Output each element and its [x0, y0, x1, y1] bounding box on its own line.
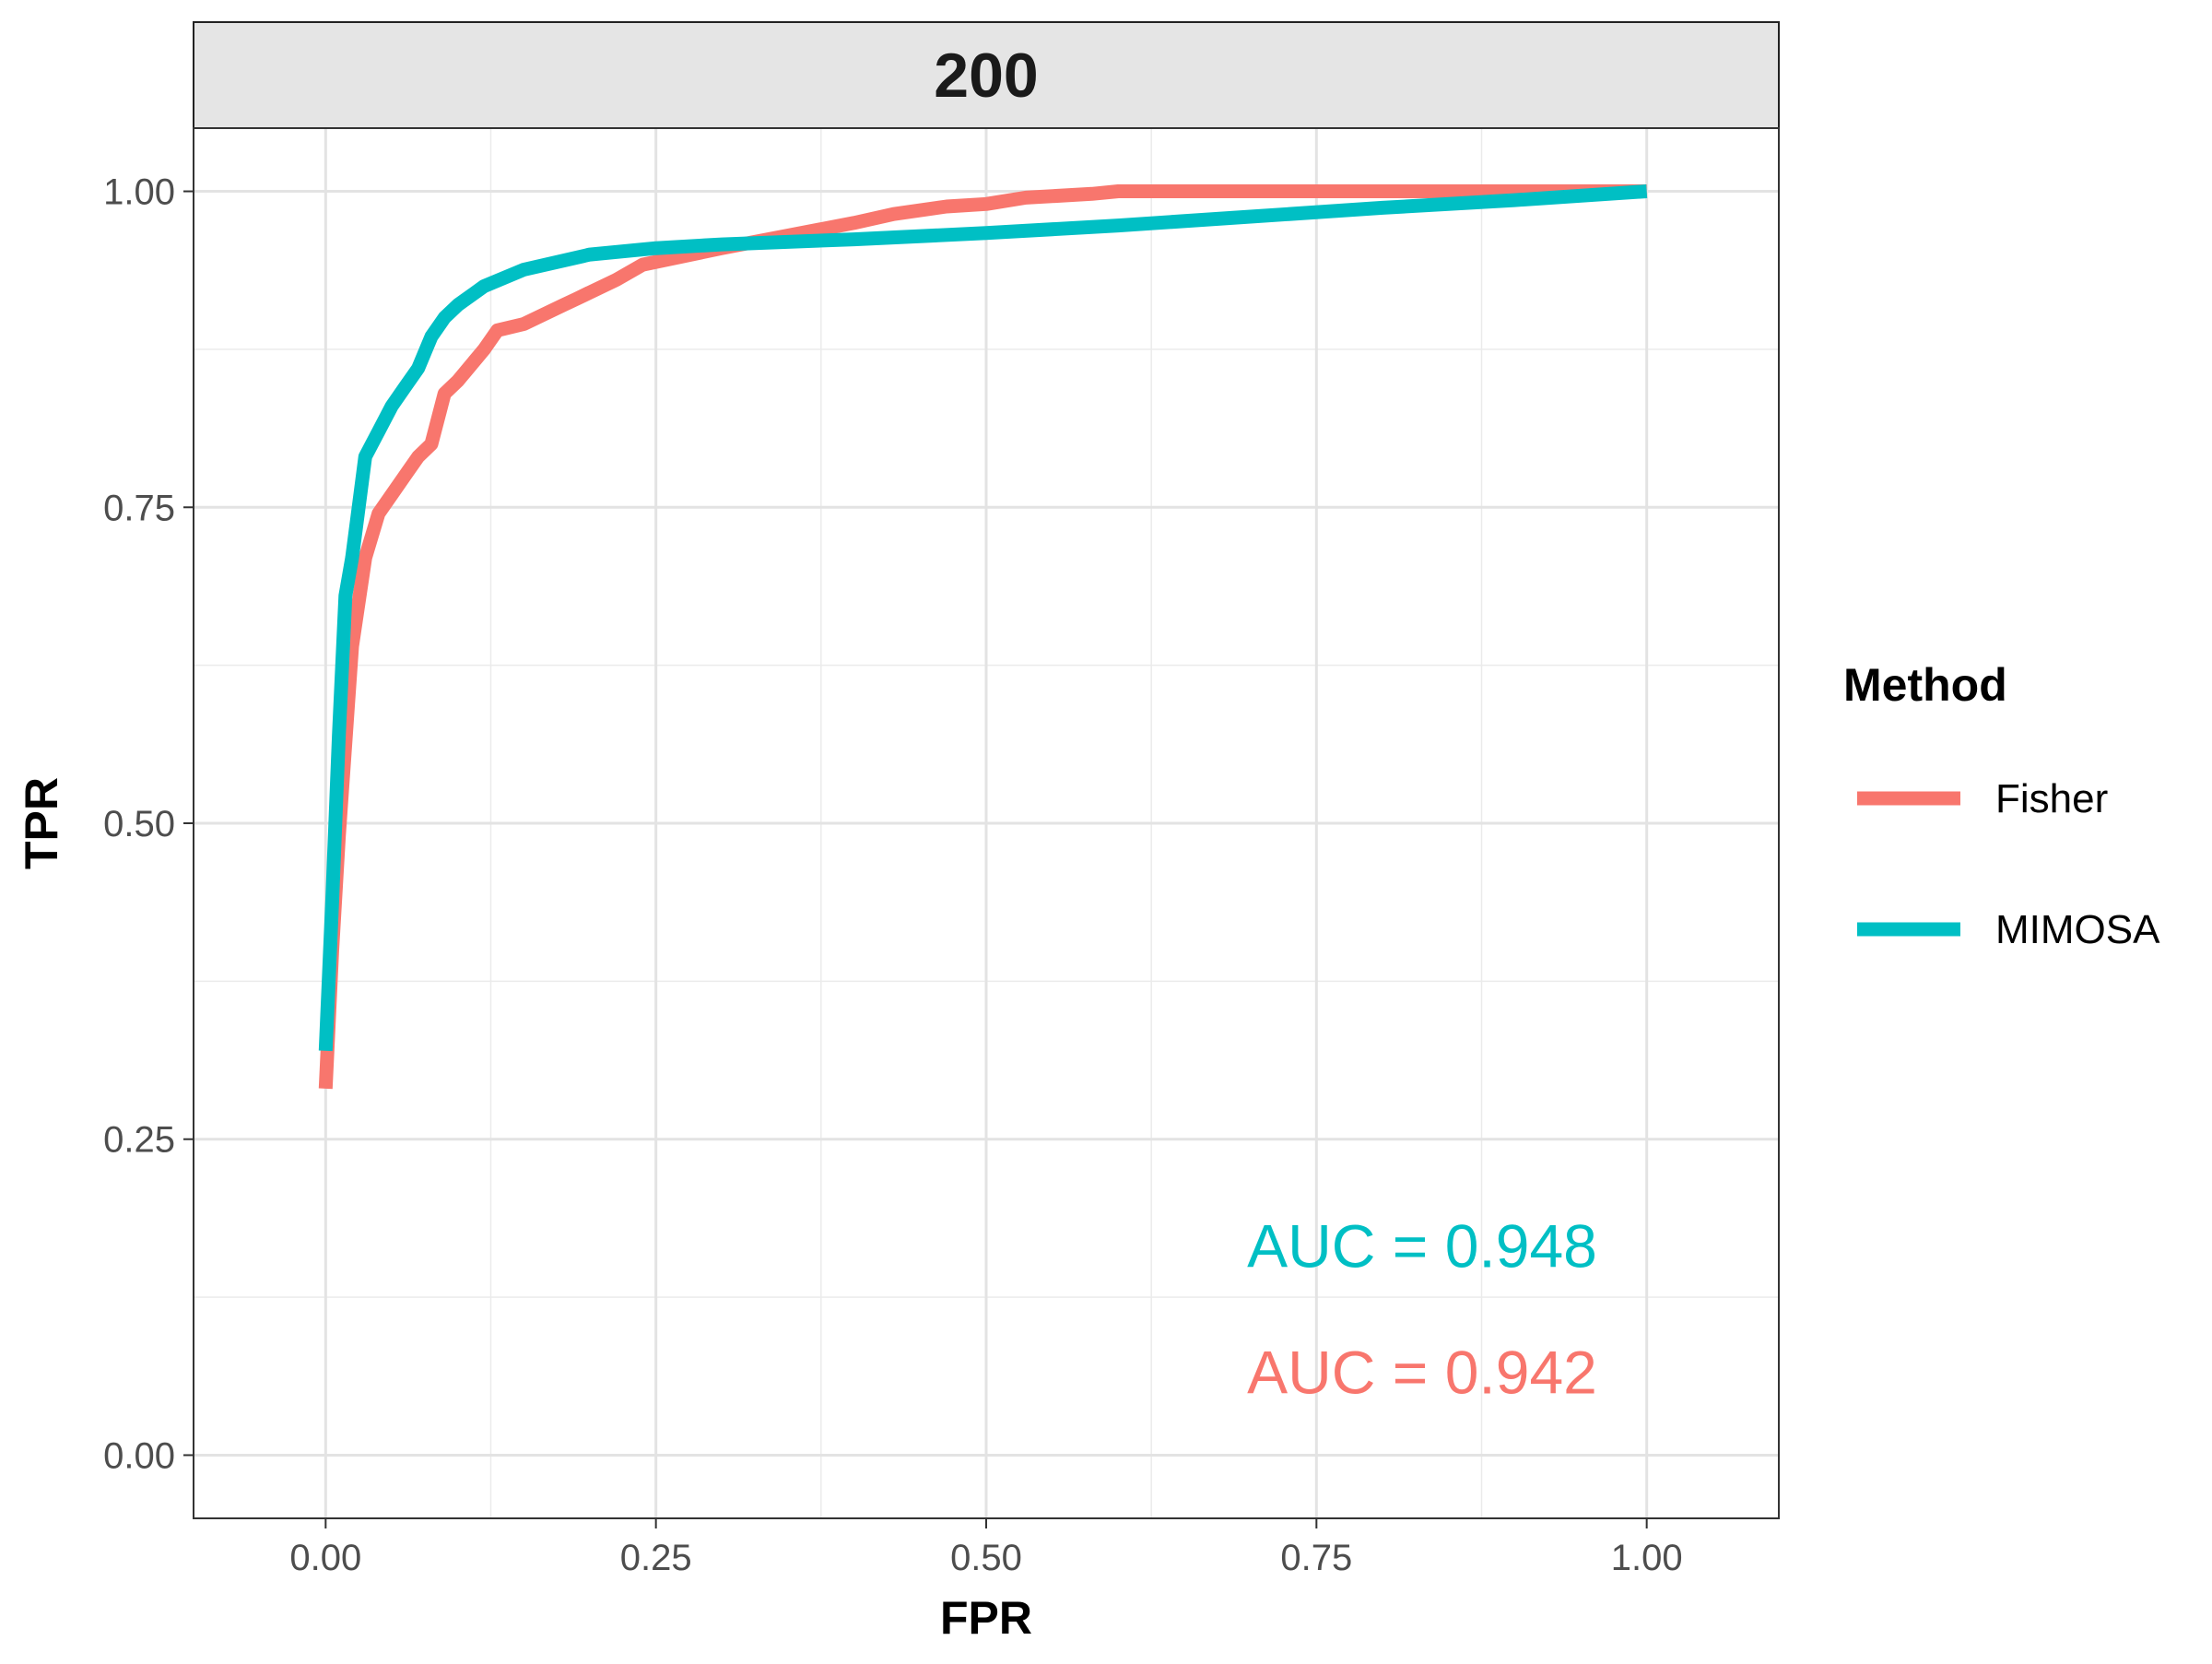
legend-title: Method	[1843, 659, 2007, 711]
x-tick-label: 1.00	[1611, 1538, 1683, 1578]
legend-label-mimosa: MIMOSA	[1995, 907, 2160, 952]
y-tick-label: 0.75	[103, 488, 175, 528]
x-tick-label: 0.75	[1280, 1538, 1352, 1578]
series-line-fisher	[318, 184, 1647, 1090]
legend: Method Fisher MIMOSA	[1843, 659, 2160, 952]
series-line-mimosa	[318, 184, 1648, 1052]
y-axis-title: TPR	[16, 777, 67, 869]
axis-layer: 0.00 0.25 0.50 0.75 1.00 0.00 0.25 0.50 0.75 1.00	[103, 172, 1682, 1578]
auc-annotation: AUC = 0.948	[1247, 1211, 1597, 1280]
grid-layer	[194, 128, 1779, 1518]
legend-entries: Fisher MIMOSA	[1857, 776, 2160, 952]
x-tick-label: 0.25	[620, 1538, 692, 1578]
x-axis-title: FPR	[940, 1592, 1032, 1644]
annotation-layer: AUC = 0.948 AUC = 0.942	[1247, 1211, 1597, 1406]
x-tick-label: 0.00	[289, 1538, 361, 1578]
legend-label-fisher: Fisher	[1995, 776, 2108, 821]
facet-strip	[193, 21, 1780, 129]
y-tick-label: 1.00	[103, 172, 175, 213]
auc-annotation: AUC = 0.942	[1247, 1338, 1597, 1406]
x-tick-label: 0.50	[950, 1538, 1022, 1578]
y-tick-label: 0.00	[103, 1435, 175, 1476]
facet-strip-title: 200	[934, 41, 1038, 111]
y-tick-label: 0.25	[103, 1120, 175, 1161]
y-tick-label: 0.50	[103, 804, 175, 844]
series-layer	[318, 184, 1648, 1090]
